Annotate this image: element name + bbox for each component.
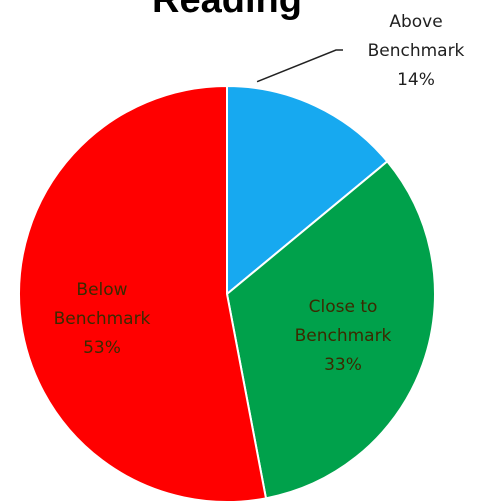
data-label-value: 14% — [397, 70, 435, 90]
data-label-name-line: Benchmark — [368, 41, 465, 61]
pie-slice-below-benchmark — [18, 84, 268, 502]
chart-title: Reading — [152, 0, 302, 21]
data-label-name-line: Benchmark — [54, 309, 151, 329]
data-label-name-line: Below — [76, 280, 127, 300]
data-label-value: 33% — [324, 355, 362, 375]
data-label-close-to-benchmark: Close to Benchmark 33% — [295, 297, 392, 375]
pie-slice-above-benchmark — [226, 84, 389, 297]
data-label-value: 53% — [83, 338, 121, 358]
data-label-name-line: Close to — [309, 297, 378, 317]
data-label-name-line: Benchmark — [295, 326, 392, 346]
data-label-above-benchmark: Above Benchmark 14% — [368, 12, 465, 90]
leader-line-above-benchmark — [256, 49, 343, 83]
data-label-below-benchmark: Below Benchmark 53% — [54, 280, 151, 358]
data-label-name-line: Above — [389, 12, 442, 32]
pie-slice-close-to-benchmark — [225, 160, 436, 500]
